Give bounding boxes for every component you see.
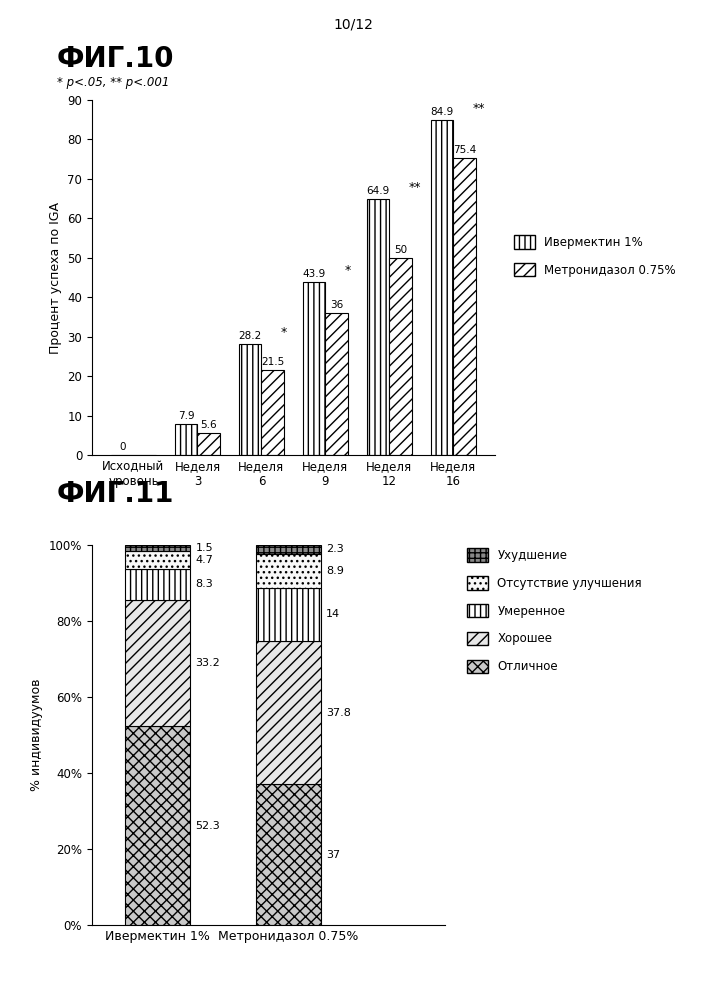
Bar	[124, 551, 190, 569]
Bar	[124, 726, 190, 925]
Text: 43.9: 43.9	[303, 269, 326, 279]
Text: 28.2: 28.2	[238, 331, 262, 341]
Bar	[175, 424, 197, 455]
Y-axis label: Процент успеха по IGA: Процент успеха по IGA	[49, 202, 62, 354]
Bar	[367, 199, 390, 455]
Text: 64.9: 64.9	[366, 186, 390, 196]
Text: 33.2: 33.2	[195, 658, 220, 668]
Text: *: *	[281, 326, 287, 339]
Text: 7.9: 7.9	[178, 411, 194, 421]
Text: 2.3: 2.3	[326, 544, 344, 554]
Bar	[124, 569, 190, 600]
Text: 21.5: 21.5	[261, 357, 284, 367]
Text: **: **	[473, 102, 485, 115]
Legend: Ивермектин 1%, Метронидазол 0.75%: Ивермектин 1%, Метронидазол 0.75%	[509, 230, 681, 281]
Text: 0: 0	[119, 442, 126, 452]
Bar	[255, 554, 321, 588]
Bar	[255, 545, 321, 554]
Bar	[255, 784, 321, 925]
Text: ФИГ.10: ФИГ.10	[57, 45, 174, 73]
Text: 37.8: 37.8	[326, 708, 351, 718]
Text: 8.3: 8.3	[195, 579, 213, 589]
Text: 36: 36	[330, 300, 343, 310]
Bar	[431, 120, 453, 455]
Bar	[197, 433, 220, 455]
Bar	[239, 344, 262, 455]
Bar	[390, 258, 411, 455]
Text: 8.9: 8.9	[326, 566, 344, 576]
Text: 5.6: 5.6	[200, 420, 217, 430]
Text: 10/12: 10/12	[334, 18, 373, 32]
Text: ФИГ.11: ФИГ.11	[57, 480, 174, 508]
Y-axis label: % индивидуумов: % индивидуумов	[30, 679, 43, 791]
Bar	[255, 588, 321, 641]
Text: * p<.05, ** p<.001: * p<.05, ** p<.001	[57, 76, 169, 89]
Text: 84.9: 84.9	[431, 107, 454, 117]
Bar	[124, 545, 190, 551]
Text: *: *	[345, 264, 351, 277]
Bar	[303, 282, 325, 455]
Bar	[255, 641, 321, 784]
Bar	[325, 313, 348, 455]
Bar	[124, 600, 190, 726]
Text: 75.4: 75.4	[453, 145, 476, 155]
Text: 1.5: 1.5	[195, 543, 213, 553]
Legend: Ухудшение, Отсутствие улучшения, Умеренное, Хорошее, Отличное: Ухудшение, Отсутствие улучшения, Умеренн…	[462, 543, 647, 678]
Bar	[453, 158, 476, 455]
Text: 50: 50	[394, 245, 407, 255]
Text: 14: 14	[326, 609, 340, 619]
Text: **: **	[409, 181, 421, 194]
Text: 37: 37	[326, 850, 340, 860]
Bar	[262, 370, 284, 455]
Text: 4.7: 4.7	[195, 555, 214, 565]
Text: 52.3: 52.3	[195, 821, 220, 831]
